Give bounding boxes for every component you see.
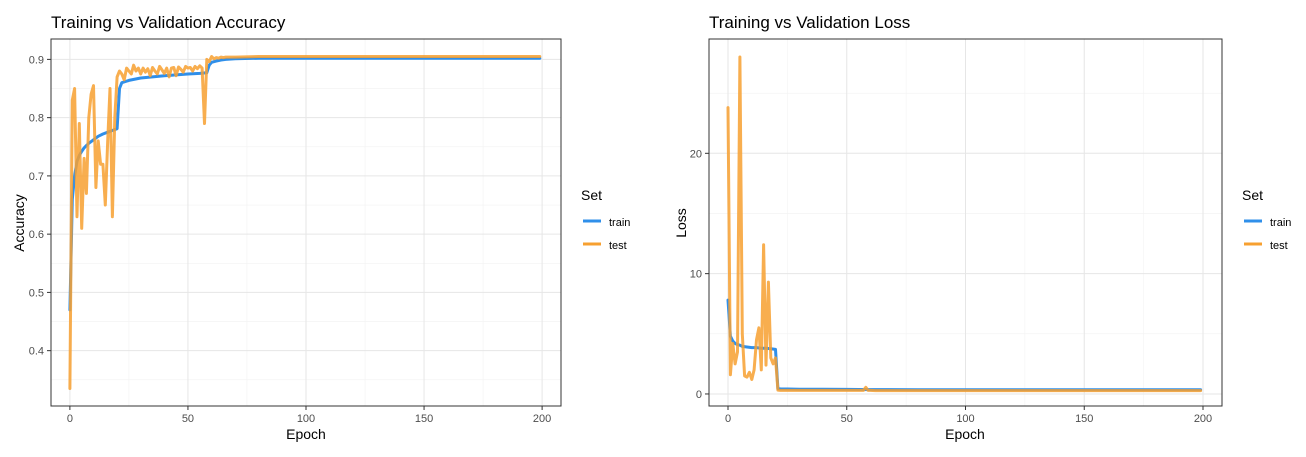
legend-label-test: test [1270,240,1288,252]
y-tick-label: 0.6 [29,229,44,241]
y-tick-label: 0.8 [29,113,44,125]
legend-label-test: test [609,240,627,252]
panel-border [708,38,1223,407]
series-line-test [68,55,542,390]
y-tick-label: 10 [690,269,702,281]
x-tick-label: 100 [297,413,315,425]
x-tick-label: 150 [415,413,433,425]
legend-label-train: train [1270,217,1291,229]
chart-title: Training vs Validation Loss [709,13,910,32]
series-line-test [726,55,1203,393]
y-tick-label: 20 [690,148,702,160]
y-tick-label: 0.5 [29,287,44,299]
y-tick-label: 0.7 [29,171,44,183]
x-tick-label: 100 [956,413,974,425]
legend-label-train: train [609,217,630,229]
x-tick-label: 200 [533,413,551,425]
x-tick-label: 150 [1075,413,1093,425]
x-axis-label: Epoch [286,426,326,442]
x-tick-label: 0 [725,413,731,425]
legend-title: Set [581,187,602,203]
x-tick-label: 0 [67,413,73,425]
y-tick-label: 0.4 [29,346,44,358]
y-axis-label: Accuracy [11,194,27,252]
x-tick-label: 200 [1194,413,1212,425]
x-axis-label: Epoch [945,426,985,442]
chart-title: Training vs Validation Accuracy [51,13,286,32]
x-tick-label: 50 [841,413,853,425]
y-tick-label: 0.9 [29,54,44,66]
y-axis-label: Loss [673,208,689,238]
accuracy-chart: Training vs Validation Accuracy Epoch Ac… [11,13,630,442]
legend-title: Set [1242,187,1263,203]
series-line-train [68,56,542,312]
y-tick-label: 0 [696,389,702,401]
panel-border [50,38,562,407]
x-tick-label: 50 [182,413,194,425]
loss-chart: Training vs Validation Loss Epoch Loss S… [673,13,1291,442]
